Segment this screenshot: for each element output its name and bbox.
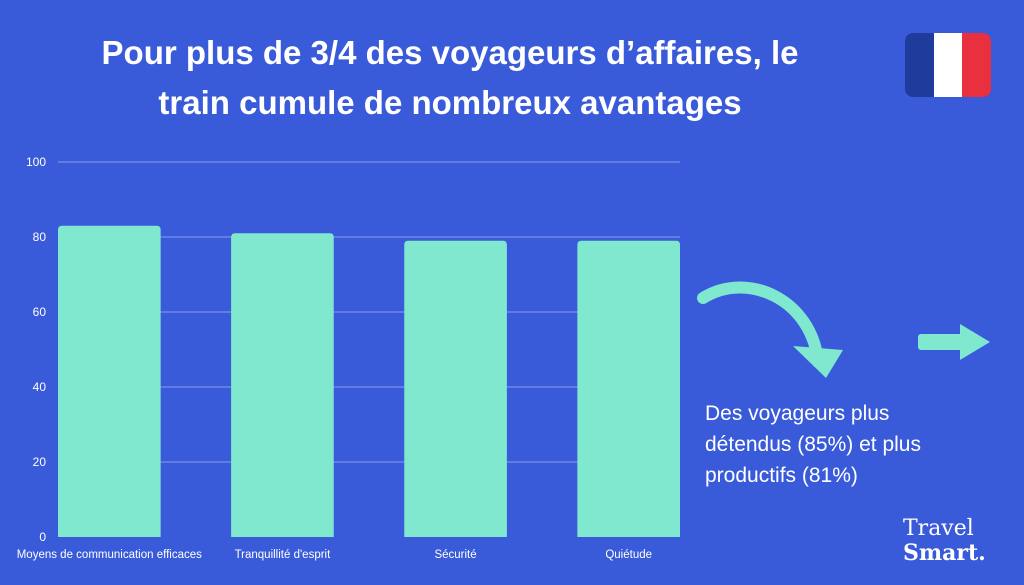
flag-stripe-white: [933, 33, 963, 97]
curved-arrow-icon: [697, 281, 843, 378]
y-tick-label: 60: [33, 305, 47, 319]
title-line-2: train cumule de nombreux avantages: [158, 84, 742, 121]
chart-title: Pour plus de 3/4 des voyageurs d’affaire…: [20, 28, 880, 128]
bars: [58, 225, 680, 537]
x-tick-label: Tranquillité d'esprit: [235, 549, 332, 561]
logo-line-1: Travel: [903, 516, 974, 541]
travel-smart-logo: Travel Smart.: [903, 516, 986, 566]
bar: [231, 233, 334, 537]
y-axis-ticks: 0 20 40 60 80 100: [26, 155, 46, 544]
bar: [577, 240, 680, 537]
y-tick-label: 0: [39, 530, 46, 544]
note-line-3: productifs (81%): [705, 464, 858, 487]
logo-line-2: Smart.: [903, 540, 986, 566]
x-tick-label: Sécurité: [434, 549, 476, 561]
y-tick-label: 80: [33, 230, 47, 244]
grid-lines: [58, 161, 680, 463]
insight-note: Des voyageurs plus détendus (85%) et plu…: [705, 398, 995, 491]
france-flag-icon: [905, 33, 991, 97]
y-tick-label: 100: [26, 155, 46, 169]
flag-stripe-red: [962, 33, 991, 97]
x-tick-label: Quiétude: [605, 549, 652, 561]
flag-stripe-blue: [905, 33, 934, 97]
y-tick-label: 40: [33, 380, 47, 394]
y-tick-label: 20: [33, 455, 47, 469]
x-tick-label: Moyens de communication efficaces: [17, 549, 202, 561]
note-line-1: Des voyageurs plus: [705, 402, 890, 425]
bar: [404, 240, 507, 537]
arrow-right-icon: [918, 324, 990, 360]
bar: [58, 225, 161, 537]
note-line-2: détendus (85%) et plus: [705, 433, 921, 456]
x-axis-ticks: Moyens de communication efficaces Tranqui…: [17, 549, 652, 561]
title-line-1: Pour plus de 3/4 des voyageurs d’affaire…: [101, 34, 799, 71]
